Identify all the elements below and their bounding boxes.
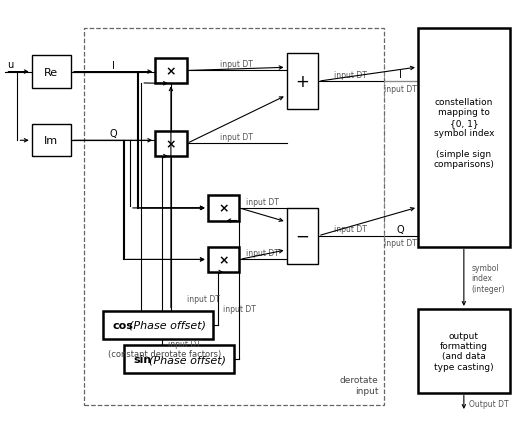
Text: u: u [7,60,13,70]
Text: input DT: input DT [384,239,417,248]
Text: ×: × [166,138,176,151]
Text: I: I [399,70,402,80]
Text: (Phase offset): (Phase offset) [130,320,207,330]
Bar [155,132,187,157]
Text: Q: Q [397,224,405,234]
Text: input DT: input DT [220,133,253,142]
Bar [155,59,187,84]
Text: input DT: input DT [246,197,279,206]
Text: I: I [112,61,115,71]
Text: derotate
input: derotate input [340,375,379,395]
Text: output
formatting
(and data
type casting): output formatting (and data type casting… [434,331,494,371]
Text: input DT: input DT [384,84,417,93]
Text: input DT: input DT [187,294,219,303]
Text: Re: Re [44,67,58,77]
Text: ×: × [218,253,229,266]
Bar [32,56,71,89]
Text: input DT: input DT [246,249,279,257]
Text: input DT: input DT [335,71,367,80]
Bar [418,309,510,393]
Text: input DT: input DT [167,339,200,348]
Text: symbol
index
(integer): symbol index (integer) [472,263,506,293]
Text: Q: Q [109,129,117,139]
Bar [102,311,213,339]
Text: cos: cos [112,320,133,330]
Text: −: − [295,227,309,245]
Text: (Phase offset): (Phase offset) [149,355,226,365]
Bar [287,54,318,110]
Bar [418,29,510,247]
Text: +: + [295,73,309,91]
Text: (constant derotate factors): (constant derotate factors) [108,350,221,358]
Bar [124,345,234,373]
Bar [208,247,239,273]
Text: input DT: input DT [224,305,256,314]
Text: input DT: input DT [335,225,367,234]
Bar [208,196,239,221]
Bar [287,208,318,264]
Text: Im: Im [44,136,58,146]
Text: sin: sin [133,355,151,365]
Text: input DT: input DT [220,60,253,69]
Text: Output DT: Output DT [469,399,509,408]
Text: ×: × [166,65,176,78]
Text: constellation
mapping to
{0, 1}
symbol index

(simple sign
comparisons): constellation mapping to {0, 1} symbol i… [433,98,494,169]
Bar [84,29,384,405]
Text: ×: × [218,202,229,215]
Bar [32,125,71,157]
